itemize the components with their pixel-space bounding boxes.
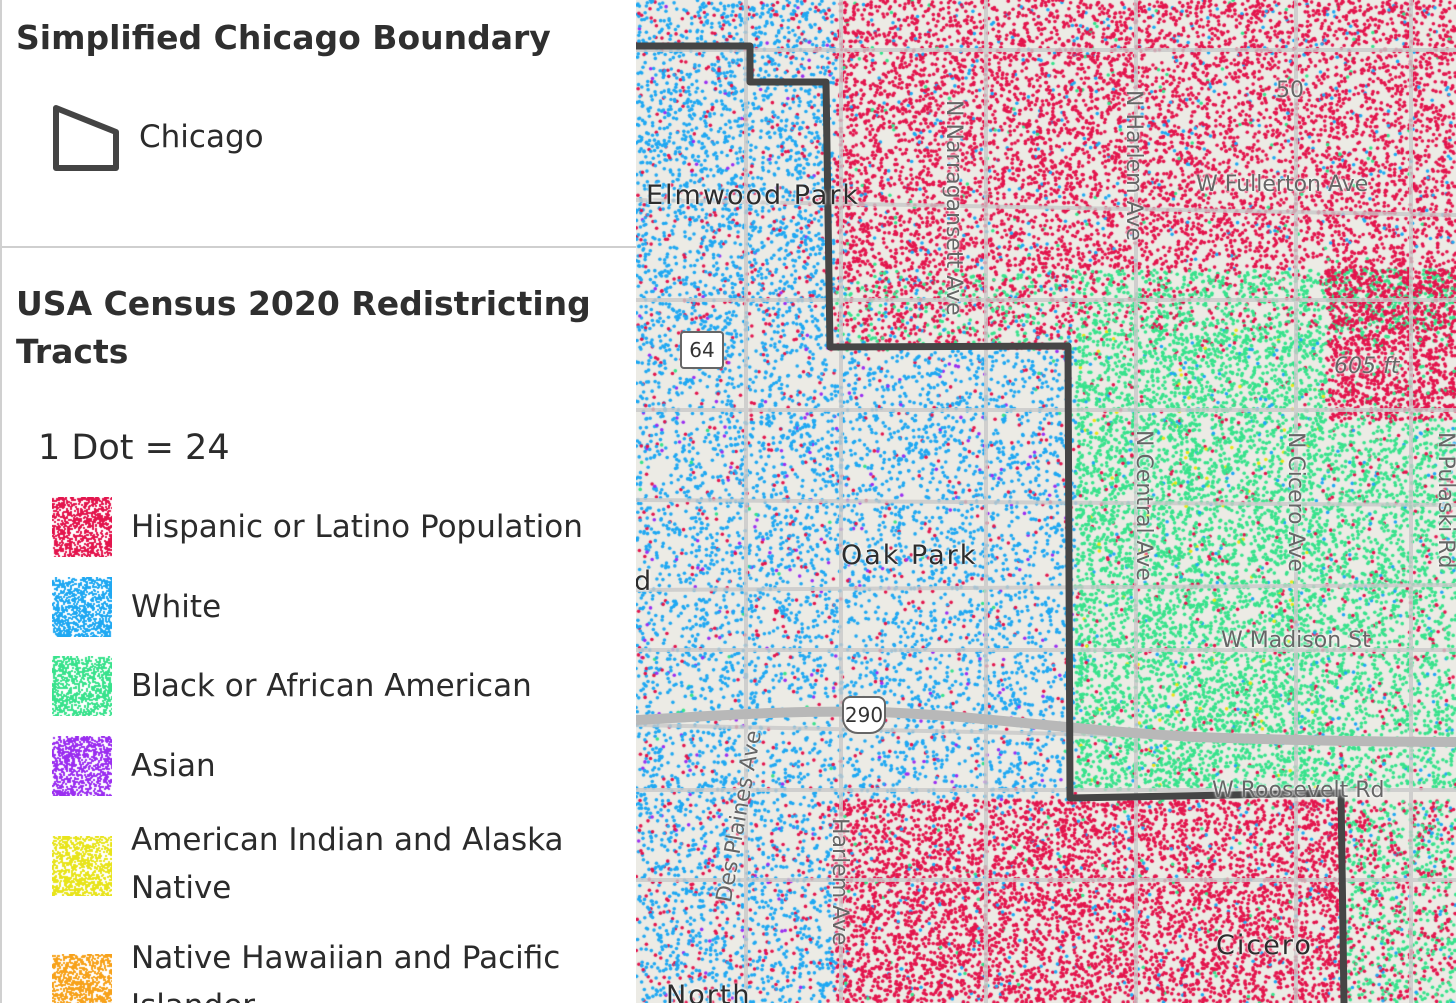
legend-item-label: Hispanic or Latino Population — [131, 509, 583, 545]
american-indian-dot-swatch — [52, 836, 112, 896]
map-overlay — [636, 0, 1456, 1003]
place-label-oak-park: Oak Park — [841, 540, 978, 571]
census-layer-title: USA Census 2020 Redistricting Tracts — [16, 284, 591, 371]
street-label-fullerton: W Fullerton Ave — [1196, 172, 1369, 197]
street-label-50: 50 — [1276, 78, 1304, 103]
street-label-narragansett: N Narragansett Ave — [941, 100, 966, 316]
asian-dot-swatch — [52, 736, 112, 796]
place-label-north: North — [666, 980, 752, 1003]
legend-panel: Simplified Chicago Boundary Chicago USA … — [0, 0, 636, 1003]
legend-item-label: Native Hawaiian and Pacific Islander — [131, 940, 561, 1003]
white-dot-swatch — [52, 577, 112, 637]
boundary-legend-label: Chicago — [139, 119, 264, 155]
hispanic-dot-swatch — [52, 497, 112, 557]
legend-item-label: Asian — [131, 748, 216, 784]
place-label-cicero: Cicero — [1216, 930, 1313, 961]
street-label-roosevelt: W Roosevelt Rd — [1212, 778, 1385, 803]
black-dot-swatch — [52, 656, 112, 716]
native-hawaiian-dot-swatch — [52, 954, 112, 1003]
map-view[interactable]: Elmwood Park Oak Park Cicero North d N N… — [636, 0, 1456, 1003]
interstate-shield-290: 290 — [842, 696, 886, 734]
place-label-partial: d — [636, 566, 654, 597]
route-shield-64: 64 — [680, 331, 724, 369]
elevation-label: 605 ft — [1334, 354, 1400, 379]
street-label-harlem: Harlem Ave — [827, 818, 852, 946]
legend-item-label: White — [131, 589, 222, 625]
place-label-elmwood-park: Elmwood Park — [646, 180, 861, 211]
legend-item-label: Black or African American — [131, 668, 532, 704]
polygon-outline-icon — [53, 105, 119, 171]
street-label-central: N Central Ave — [1131, 430, 1156, 581]
legend-divider — [2, 246, 636, 248]
boundary-layer-title: Simplified Chicago Boundary — [16, 18, 551, 57]
street-label-pulaski: N Pulaski Rd — [1433, 432, 1456, 569]
street-label-cicero: N Cicero Ave — [1283, 432, 1308, 572]
legend-item-label: American Indian and Alaska Native — [131, 822, 564, 906]
roads — [636, 0, 1456, 1003]
dot-value-label: 1 Dot = 24 — [38, 428, 230, 468]
chicago-boundary-line — [636, 42, 1348, 1003]
street-label-harlem-north: N Harlem Ave — [1121, 90, 1146, 241]
expressway-290 — [636, 706, 1456, 747]
street-label-madison: W Madison St — [1221, 628, 1371, 653]
